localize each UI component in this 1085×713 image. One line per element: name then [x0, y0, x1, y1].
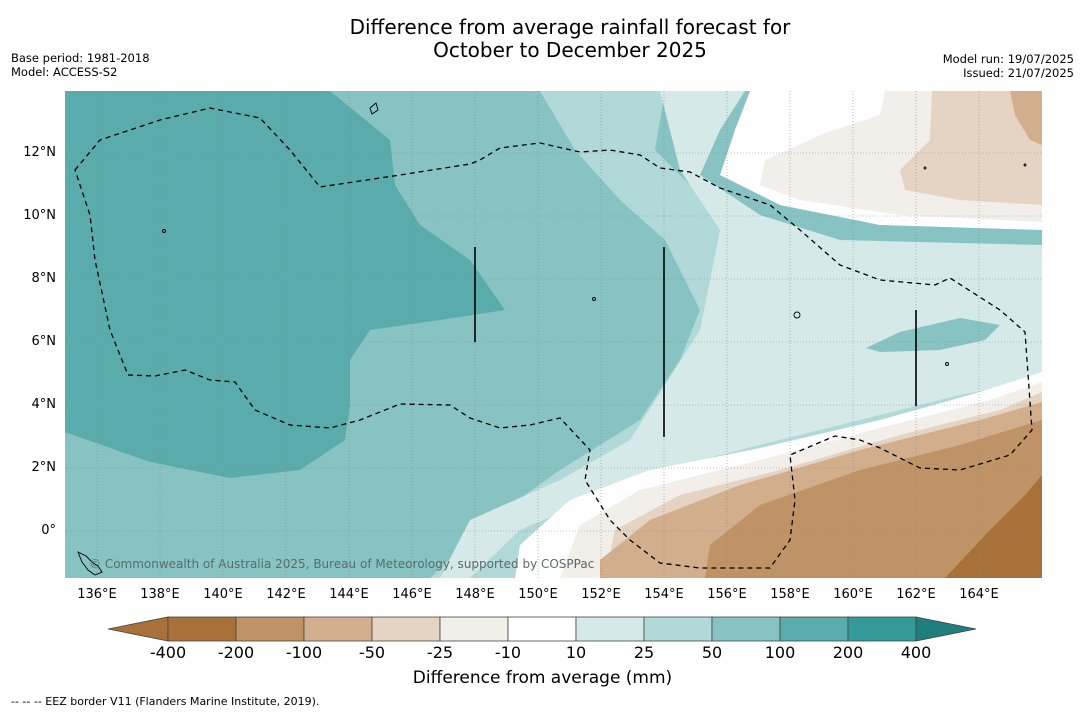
copyright-notice: © Commonwealth of Australia 2025, Bureau…: [89, 557, 595, 571]
colorbar-extend-dry: [107, 616, 169, 642]
lat-tick-2n: 2°N: [31, 460, 57, 475]
lon-tick-152e: 152°E: [581, 587, 621, 602]
base-period: Base period: 1981-2018: [11, 51, 150, 65]
colorbar-swatch-2: [235, 616, 305, 642]
colorbar-swatch-5: [439, 616, 509, 642]
lat-tick-10n: 10°N: [23, 208, 56, 223]
colorbar-extend-wet: [915, 616, 977, 642]
colorbar-label-neg50: -50: [358, 643, 386, 662]
field-wet-100-east: [866, 318, 1000, 352]
colorbar-swatch-8: [643, 616, 713, 642]
colorbar-swatch-4: [371, 616, 441, 642]
lon-tick-158e: 158°E: [770, 587, 810, 602]
run-info: Model run: 19/07/2025 Issued: 21/07/2025: [943, 52, 1074, 80]
field-dry-200-south: [705, 420, 1042, 578]
model-name: Model: ACCESS-S2: [11, 65, 118, 79]
colorbar-label-25: 25: [633, 643, 655, 662]
lon-tick-160e: 160°E: [833, 587, 873, 602]
map-title-line1: Difference from average rainfall forecas…: [349, 15, 791, 39]
colorbar-swatch-9: [711, 616, 781, 642]
lat-tick-6n: 6°N: [31, 334, 57, 349]
colorbar-label-400: 400: [900, 643, 932, 662]
lat-tick-12n: 12°N: [23, 145, 56, 160]
field-wet-10: [440, 91, 1042, 578]
colorbar-label-neg200: -200: [217, 643, 255, 662]
contour-fields: [65, 91, 1042, 578]
eez-footnote: -- -- -- EEZ border V11 (Flanders Marine…: [11, 695, 320, 708]
lat-tick-8n: 8°N: [31, 271, 57, 286]
colorbar-label-200: 200: [832, 643, 864, 662]
lon-tick-156e: 156°E: [707, 587, 747, 602]
region-markers: [474, 247, 917, 437]
lon-tick-136e: 136°E: [77, 587, 117, 602]
lon-tick-138e: 138°E: [140, 587, 180, 602]
colorbar-swatch-3: [303, 616, 373, 642]
field-dry-50-north: [900, 91, 1042, 205]
lon-tick-142e: 142°E: [266, 587, 306, 602]
colorbar-label-neg100: -100: [285, 643, 323, 662]
field-dry-400-south: [945, 475, 1042, 578]
lat-tick-4n: 4°N: [31, 397, 57, 412]
model-run-date: Model run: 19/07/2025: [942, 52, 1074, 66]
lon-tick-150e: 150°E: [518, 587, 558, 602]
field-wet-100-west: [65, 91, 505, 478]
colorbar-label-neg10: -10: [494, 643, 522, 662]
colorbar-swatch-10: [779, 616, 849, 642]
lat-tick-0: 0°: [41, 523, 56, 538]
lon-tick-162e: 162°E: [896, 587, 936, 602]
colorbar-swatch-6: [507, 616, 577, 642]
lon-tick-146e: 146°E: [392, 587, 432, 602]
colorbar-label-100: 100: [764, 643, 796, 662]
lon-tick-148e: 148°E: [455, 587, 495, 602]
colorbar-title: Difference from average (mm): [412, 668, 673, 688]
colorbar-swatch-11: [847, 616, 917, 642]
colorbar-label-50: 50: [701, 643, 723, 662]
colorbar-label-neg400: -400: [149, 643, 187, 662]
colorbar-label-neg25: -25: [426, 643, 454, 662]
colorbar: [107, 616, 977, 642]
issued-date: Issued: 21/07/2025: [963, 66, 1074, 80]
eez-borders: [74, 107, 1033, 569]
lon-tick-140e: 140°E: [203, 587, 243, 602]
lon-tick-144e: 144°E: [329, 587, 369, 602]
field-dry-100-north: [1010, 91, 1042, 145]
map-title-line2: October to December 2025: [433, 38, 707, 62]
colorbar-label-10: 10: [565, 643, 587, 662]
colorbar-swatch-1: [167, 616, 237, 642]
colorbar-swatch-7: [575, 616, 645, 642]
lon-tick-154e: 154°E: [644, 587, 684, 602]
lon-tick-164e: 164°E: [959, 587, 999, 602]
islands: [77, 102, 1027, 576]
model-info: Base period: 1981-2018 Model: ACCESS-S2: [11, 51, 150, 79]
